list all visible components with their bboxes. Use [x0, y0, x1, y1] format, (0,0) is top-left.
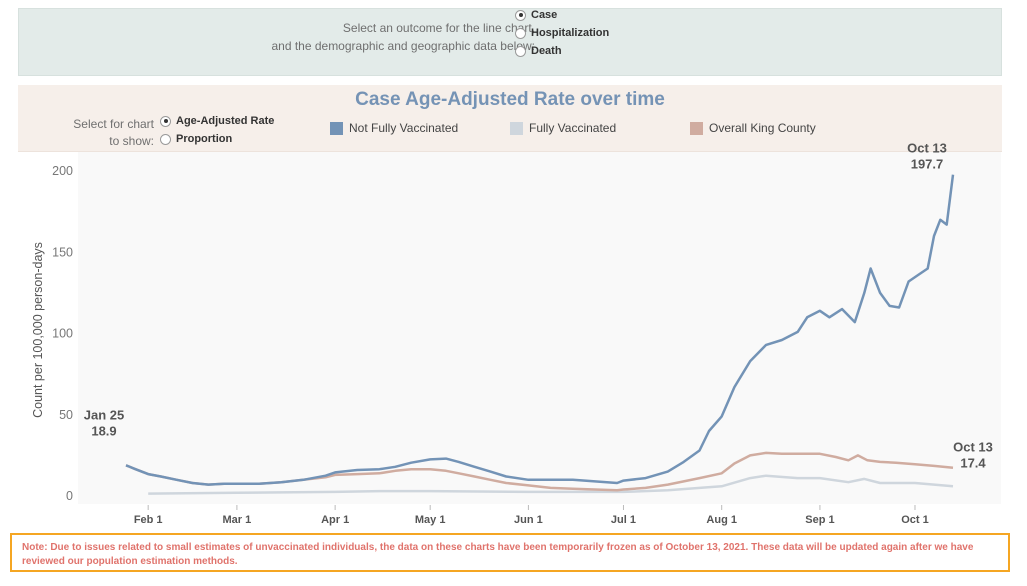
- outcome-option-hospitalization[interactable]: Hospitalization: [515, 24, 609, 42]
- annotation-value-label: 18.9: [91, 423, 116, 438]
- radio-selected-icon[interactable]: [515, 9, 526, 21]
- y-axis-label: Count per 100,000 person-days: [31, 242, 45, 418]
- x-tick-label: Jun 1: [514, 514, 543, 526]
- annotation-date-label: Oct 13: [953, 440, 993, 455]
- chart-header: Case Age-Adjusted Rate over time Select …: [18, 85, 1002, 152]
- show-option-proportion[interactable]: Proportion: [160, 130, 274, 148]
- x-axis: Feb 1 Mar 1 Apr 1 May 1 Jun 1 Jul 1 Aug 1 Sep 1…: [134, 505, 929, 526]
- x-tick-label: Aug 1: [706, 514, 737, 526]
- series-lines: [125, 174, 955, 495]
- x-tick-label: Apr 1: [321, 514, 349, 526]
- x-tick-label: Feb 1: [134, 514, 163, 526]
- y-tick-label: 200: [52, 164, 73, 178]
- legend-label: Not Fully Vaccinated: [349, 121, 459, 135]
- x-tick-label: Mar 1: [223, 514, 252, 526]
- radio-unselected-icon[interactable]: [515, 27, 526, 39]
- legend-label: Fully Vaccinated: [529, 121, 617, 135]
- x-tick-label: Jul 1: [611, 514, 636, 526]
- chart-show-prompt-line1: Select for chart: [73, 117, 154, 131]
- plot-area: [78, 152, 1001, 504]
- chart-show-prompt: Select for chart to show:: [58, 116, 154, 150]
- x-tick-label: Oct 1: [901, 514, 929, 526]
- annotation-date-label: Oct 13: [907, 141, 947, 156]
- y-tick-label: 50: [59, 408, 73, 422]
- chart-show-prompt-line2: to show:: [109, 134, 154, 148]
- show-option-label: Age-Adjusted Rate: [176, 115, 275, 127]
- outcome-option-label: Death: [531, 45, 562, 57]
- annotation-value-label: 17.4: [960, 456, 986, 471]
- annotation-date-label: Jan 25: [84, 407, 124, 422]
- legend-item-not-fully-vaccinated[interactable]: Not Fully Vaccinated: [330, 121, 458, 135]
- series-line-not-fully-vaccinated[interactable]: [125, 174, 955, 486]
- chart-title: Case Age-Adjusted Rate over time: [355, 89, 665, 110]
- y-axis: 0 50 100 150 200: [52, 164, 73, 503]
- outcome-radio-group: Case Hospitalization Death: [515, 6, 609, 60]
- x-tick-label: Sep 1: [805, 514, 834, 526]
- outcome-prompt-line1: Select an outcome for the line chart,: [342, 21, 535, 35]
- radio-unselected-icon[interactable]: [160, 133, 171, 145]
- radio-selected-icon[interactable]: [160, 115, 171, 127]
- legend-swatch: [330, 121, 343, 135]
- outcome-option-label: Hospitalization: [531, 27, 610, 39]
- series-line-fully-vaccinated[interactable]: [148, 474, 954, 495]
- legend-item-overall-king-county[interactable]: Overall King County: [690, 121, 816, 135]
- outcome-option-case[interactable]: Case: [515, 6, 609, 24]
- data-note: Note: Due to issues related to small est…: [10, 533, 1010, 572]
- radio-unselected-icon[interactable]: [515, 45, 526, 57]
- show-radio-group: Age-Adjusted Rate Proportion: [160, 112, 274, 148]
- y-tick-label: 0: [66, 489, 73, 503]
- outcome-prompt-line2: and the demographic and geographic data …: [271, 39, 535, 53]
- y-tick-label: 100: [52, 327, 73, 341]
- legend-label: Overall King County: [709, 121, 816, 135]
- show-option-age-adjusted-rate[interactable]: Age-Adjusted Rate: [160, 112, 274, 130]
- legend-item-fully-vaccinated[interactable]: Fully Vaccinated: [510, 121, 616, 135]
- outcome-selector-panel: [18, 8, 1002, 76]
- legend-swatch: [690, 121, 703, 135]
- outcome-prompt: Select an outcome for the line chart, an…: [175, 19, 535, 55]
- legend-swatch: [510, 121, 523, 135]
- show-option-label: Proportion: [176, 133, 233, 145]
- x-tick-label: May 1: [415, 514, 446, 526]
- outcome-option-death[interactable]: Death: [515, 42, 609, 60]
- y-tick-label: 150: [52, 245, 73, 259]
- annotation-value-label: 197.7: [911, 157, 944, 172]
- outcome-option-label: Case: [531, 9, 558, 21]
